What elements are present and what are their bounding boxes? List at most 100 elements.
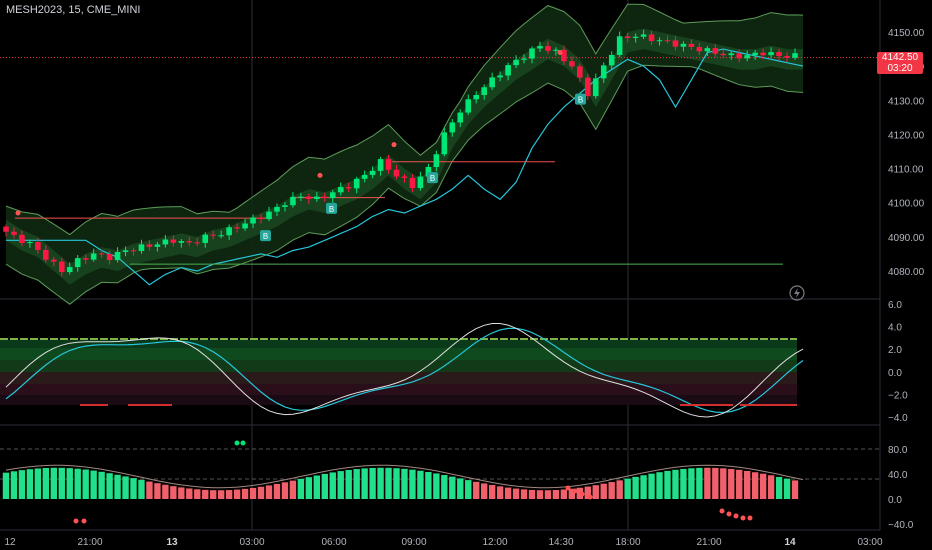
candle-body xyxy=(465,99,472,113)
candle-body xyxy=(66,267,73,273)
candle-body xyxy=(170,239,177,243)
sell-hint-dot xyxy=(317,172,323,178)
histogram-pane[interactable] xyxy=(0,440,880,524)
histogram-bar xyxy=(313,475,321,499)
histogram-bar xyxy=(130,478,137,499)
histogram-bar xyxy=(66,468,73,499)
x-tick-label: 21:00 xyxy=(77,537,102,548)
candle-body xyxy=(202,234,209,243)
histogram-bar xyxy=(616,480,623,499)
histogram-bar xyxy=(680,468,687,499)
y-tick-label: 4150.00 xyxy=(888,28,925,39)
candle-body xyxy=(497,75,503,78)
candle-body xyxy=(154,244,161,247)
candle-body xyxy=(226,227,232,236)
last-price-value: 4142.50 xyxy=(881,52,919,63)
histogram-bar xyxy=(34,468,42,499)
candle-body xyxy=(776,52,782,57)
histogram-bar xyxy=(210,490,217,499)
histogram-bar xyxy=(401,468,408,499)
histogram-bar xyxy=(90,470,97,499)
candle-body xyxy=(19,234,25,243)
price-pane[interactable]: B B B B xyxy=(0,3,880,305)
candle-body xyxy=(178,241,185,243)
candle-body xyxy=(752,52,758,56)
histogram-bar xyxy=(257,486,265,499)
candle-body xyxy=(377,159,384,171)
candle-body xyxy=(569,61,575,67)
sell-hint-dot xyxy=(15,210,21,216)
buy-signal-marker: B xyxy=(326,202,337,214)
lightning-bolt-icon[interactable] xyxy=(789,285,805,301)
candle-body xyxy=(409,177,416,189)
signal-dot xyxy=(733,513,739,519)
histogram-bar xyxy=(751,472,759,499)
histogram-bar xyxy=(353,469,360,499)
y-tick-label: 4120.00 xyxy=(888,130,925,141)
last-price-tag: 4142.50 03:20 xyxy=(877,52,923,74)
candle-body xyxy=(329,192,336,199)
histogram-bar xyxy=(170,486,177,499)
candle-body xyxy=(744,55,750,59)
oscillator-zone xyxy=(0,340,797,348)
histogram-bar xyxy=(281,482,289,499)
candle-body xyxy=(290,196,296,206)
candle-body xyxy=(624,36,631,39)
candle-body xyxy=(696,47,703,52)
histogram-bar xyxy=(473,481,480,499)
candle-body xyxy=(58,261,65,273)
histogram-bar xyxy=(202,489,209,499)
candle-body xyxy=(648,34,655,42)
chart-title: MESH2023, 15, CME_MINI xyxy=(6,4,141,16)
histogram-bar xyxy=(409,469,416,499)
x-tick-label: 12:00 xyxy=(482,537,507,548)
candle-body xyxy=(74,258,81,268)
histogram-bar xyxy=(138,479,145,499)
signal-dot xyxy=(572,488,578,494)
candle-body xyxy=(577,66,583,78)
candle-body xyxy=(314,196,320,200)
candle-body xyxy=(250,217,256,224)
histogram-bar xyxy=(122,476,129,499)
candle-body xyxy=(130,250,137,252)
candle-body xyxy=(449,122,456,133)
candle-body xyxy=(561,49,567,62)
candle-body xyxy=(656,40,663,42)
candle-body xyxy=(433,154,440,167)
lower-band xyxy=(5,64,804,305)
candle-body xyxy=(401,176,408,178)
histogram-bar xyxy=(441,475,448,499)
osc-tick-label: 6.0 xyxy=(888,300,902,311)
candle-body xyxy=(537,46,543,49)
histogram-bar xyxy=(162,484,169,499)
candle-body xyxy=(393,169,400,177)
candle-body xyxy=(27,242,33,244)
candle-body xyxy=(114,251,121,261)
buy-signal-box xyxy=(326,202,337,214)
candle-body xyxy=(425,166,432,177)
candle-body xyxy=(98,253,105,255)
candle-body xyxy=(640,34,647,37)
oscillator-pane[interactable] xyxy=(0,323,804,418)
histogram-bar xyxy=(74,468,81,499)
histogram-bar xyxy=(186,488,193,499)
histogram-bar xyxy=(720,468,727,499)
histogram-bar xyxy=(42,467,50,499)
candle-body xyxy=(521,58,527,60)
candle-body xyxy=(600,65,607,79)
histogram-bar xyxy=(759,473,767,499)
x-tick-label: 14 xyxy=(784,537,796,548)
candle-body xyxy=(585,77,591,97)
signal-dot xyxy=(747,515,753,521)
histogram-bar xyxy=(233,489,241,499)
oscillator-line xyxy=(5,323,804,418)
candle-body xyxy=(489,77,495,88)
y-tick-label: 4080.00 xyxy=(888,267,925,278)
histogram-bar xyxy=(273,483,281,499)
histogram-bar xyxy=(488,484,496,499)
candle-body xyxy=(234,227,240,229)
histogram-bar xyxy=(640,475,647,499)
candle-body xyxy=(51,259,57,262)
candle-body xyxy=(457,112,464,123)
